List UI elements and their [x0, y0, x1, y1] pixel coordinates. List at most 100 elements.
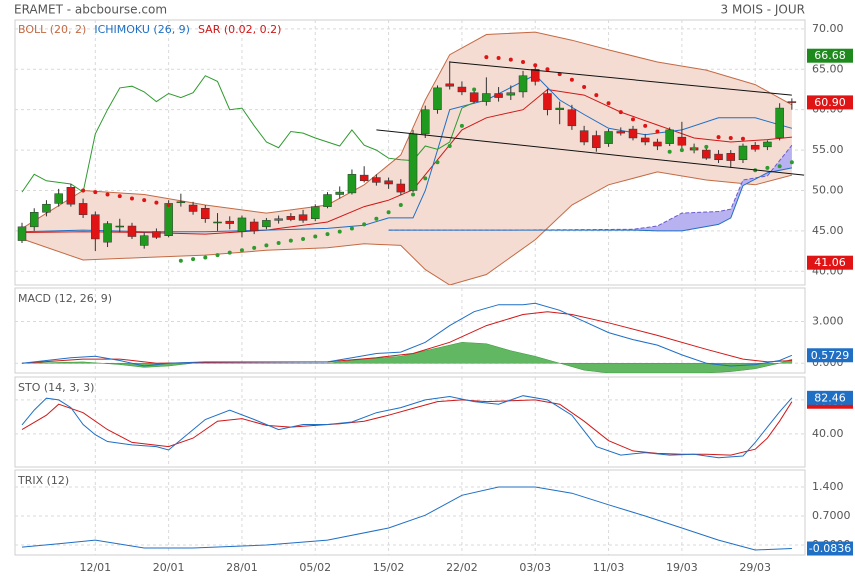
sar-dot — [337, 229, 342, 234]
plot — [21, 395, 793, 459]
legend-entry: ICHIMOKU (26, 9) — [94, 23, 190, 36]
candle-body — [787, 101, 797, 103]
sar-dot — [582, 85, 587, 90]
candle-body — [384, 180, 393, 185]
sar-dot — [606, 101, 611, 106]
panel-title: TRIX (12) — [17, 474, 69, 487]
sar-dot — [716, 135, 721, 140]
histogram-area — [21, 342, 793, 373]
x-tick-label: 11/03 — [593, 561, 625, 574]
candle-body — [530, 69, 540, 82]
legend-entry: BOLL (20, 2) — [18, 23, 86, 36]
x-tick-label: 12/01 — [79, 561, 111, 574]
sar-dot — [154, 200, 159, 205]
x-tick-label: 29/03 — [739, 561, 771, 574]
y-tick-label: 0.7000 — [812, 509, 851, 522]
candle-body — [29, 212, 39, 228]
sar-dot — [252, 245, 257, 250]
senkou-b — [388, 167, 792, 232]
sar-dot — [545, 67, 550, 72]
sar-dot — [362, 222, 367, 227]
candle-body — [372, 177, 381, 183]
candle-body — [188, 204, 198, 212]
sar-dot — [166, 203, 171, 208]
chart-subtitle: 3 MOIS - JOUR — [721, 3, 805, 17]
candle-body — [54, 193, 63, 204]
sar-dot — [496, 55, 501, 60]
sar-dot — [142, 198, 147, 203]
legend-entry: SAR (0.02, 0.2) — [198, 23, 281, 36]
trend-line — [376, 129, 805, 176]
candle-body — [286, 216, 296, 220]
candle-body — [592, 135, 601, 148]
sar-dot — [386, 210, 391, 215]
bollinger-upper — [21, 31, 793, 229]
y-tick-label: 40.00 — [812, 427, 844, 440]
sar-dot — [93, 190, 98, 195]
candle-body — [262, 220, 271, 228]
sar-dot — [740, 136, 745, 141]
sar-dot — [239, 248, 244, 253]
candle-body — [616, 131, 626, 134]
candle-body — [457, 86, 467, 93]
y-tick-label: 55.00 — [812, 143, 844, 156]
value-flag-label: -0.0836 — [809, 542, 851, 555]
sar-dot — [215, 253, 220, 258]
bollinger-lower — [21, 171, 793, 285]
sar-dot — [264, 243, 269, 248]
value-flag-label: 66.68 — [814, 49, 846, 62]
candle-body — [665, 129, 674, 144]
candle-body — [237, 217, 247, 232]
sar-dot — [533, 63, 538, 68]
sar-dot — [679, 148, 684, 153]
indicator-line — [21, 311, 792, 364]
x-tick-label: 28/01 — [226, 561, 258, 574]
indicator-line — [21, 486, 792, 551]
candle-body — [347, 174, 357, 194]
candle-body — [164, 203, 173, 236]
sar-dot — [105, 192, 110, 197]
candle-body — [738, 145, 748, 161]
y-tick-label: 70.00 — [812, 22, 844, 35]
y-tick-label: 1.400 — [812, 480, 844, 493]
sar-dot — [618, 110, 623, 115]
plot — [21, 302, 793, 373]
candle-body — [543, 93, 552, 110]
y-tick-label: 65.00 — [812, 62, 844, 75]
candle-body — [139, 235, 149, 246]
legend: BOLL (20, 2) ICHIMOKU (26, 9) SAR (0.02, 0… — [18, 23, 281, 36]
sar-dot — [484, 55, 489, 60]
plot — [21, 486, 792, 551]
sar-dot — [594, 93, 599, 98]
sar-dot — [789, 160, 794, 165]
value-flag — [807, 255, 853, 270]
x-tick-label: 05/02 — [299, 561, 331, 574]
sar-dot — [313, 234, 318, 239]
panel-title: STO (14, 3, 3) — [18, 381, 94, 394]
candle-body — [653, 141, 662, 147]
sar-dot — [435, 160, 440, 165]
sar-dot — [521, 60, 526, 65]
indicator-line — [21, 395, 793, 459]
sar-dot — [203, 255, 208, 260]
sar-dot — [191, 257, 196, 262]
sar-dot — [655, 129, 660, 134]
sar-dot — [459, 123, 464, 128]
candle-body — [78, 203, 88, 215]
candle-body — [482, 93, 491, 102]
candle-body — [323, 194, 332, 207]
candle-body — [408, 133, 418, 191]
chikou-line — [21, 75, 475, 193]
y-tick-label: 50.00 — [812, 183, 844, 196]
sar-dot — [117, 194, 122, 199]
value-flag — [807, 390, 853, 405]
candle-body — [702, 149, 711, 159]
sar-dot — [276, 240, 281, 245]
sar-dot — [472, 87, 477, 92]
sar-dot — [68, 186, 73, 191]
value-flag — [807, 48, 853, 63]
trend-line — [449, 61, 792, 96]
candle-body — [763, 141, 772, 148]
sar-dot — [227, 250, 232, 255]
value-flag — [807, 541, 853, 556]
